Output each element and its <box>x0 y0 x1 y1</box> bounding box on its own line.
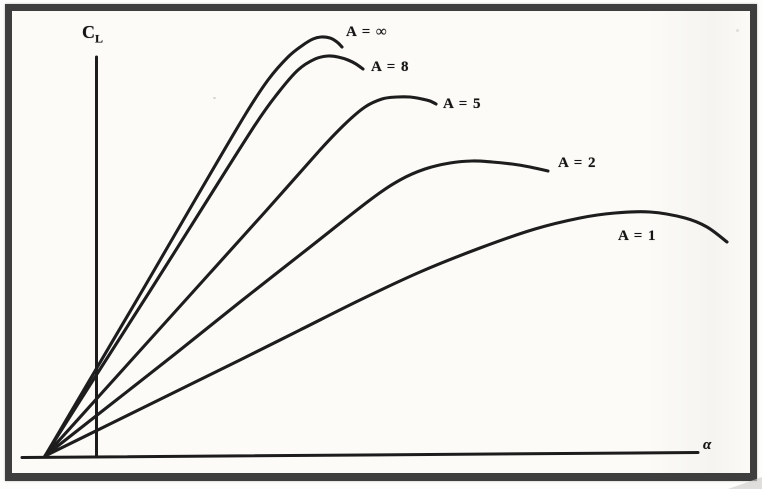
curve-a-2 <box>43 159 550 458</box>
scan-speck <box>736 29 739 32</box>
curve-a-1 <box>43 210 729 458</box>
scan-speck <box>213 97 216 99</box>
curve-a-infinity <box>43 35 344 458</box>
series-label-a-2: A = 2 <box>558 155 597 171</box>
figure-frame <box>5 4 757 481</box>
series-label-a-1: A = 1 <box>618 228 657 244</box>
series-label-a-infinity: A = ∞ <box>346 24 388 40</box>
curve-a-8 <box>43 54 365 458</box>
x-axis-label: α <box>703 437 712 453</box>
x-axis-line <box>20 451 700 459</box>
y-axis-label-main: C <box>82 22 95 42</box>
series-label-a-8: A = 8 <box>371 59 410 75</box>
y-axis-label: CL <box>82 22 104 46</box>
series-label-a-5: A = 5 <box>443 96 482 112</box>
y-axis-label-sub: L <box>95 31 104 46</box>
curves-group <box>43 35 729 458</box>
curve-a-5 <box>43 95 438 458</box>
